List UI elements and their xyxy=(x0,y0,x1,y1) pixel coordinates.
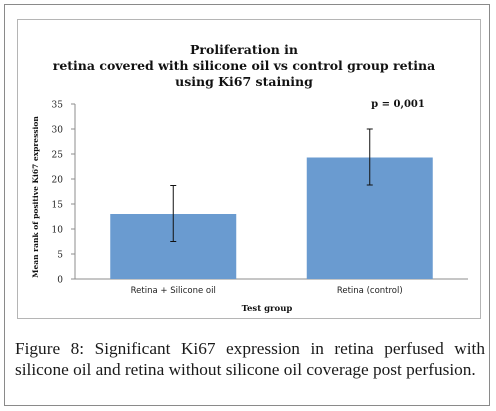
y-tick-label: 0 xyxy=(57,276,63,286)
y-axis-label: Mean rank of positive Ki67 expression xyxy=(31,116,40,278)
y-tick-label: 35 xyxy=(52,101,64,111)
x-axis-label: Test group xyxy=(242,304,293,314)
caption-label: Figure 8: xyxy=(15,339,85,358)
y-tick-label: 20 xyxy=(52,176,64,186)
figure-caption: Figure 8: Significant Ki67 expression in… xyxy=(15,338,485,380)
x-category-label: Retina (control) xyxy=(337,286,403,296)
chart-title-line-1: Proliferation in xyxy=(190,42,298,57)
y-tick-label: 30 xyxy=(52,126,64,136)
y-tick-label: 15 xyxy=(52,201,64,211)
chart-svg: Proliferation in retina covered with sil… xyxy=(31,42,468,314)
caption-text: Significant Ki67 expression in retina pe… xyxy=(15,339,485,379)
y-tick-label: 10 xyxy=(52,226,64,236)
y-tick-label: 25 xyxy=(52,151,64,161)
y-tick-label: 5 xyxy=(57,251,63,261)
chart-title-line-3: using Ki67 staining xyxy=(175,74,313,89)
p-value-annotation: p = 0,001 xyxy=(371,99,425,110)
x-category-label: Retina + Silicone oil xyxy=(131,286,216,296)
chart-title-line-2: retina covered with silicone oil vs cont… xyxy=(53,58,436,73)
figure-container: Proliferation in retina covered with sil… xyxy=(4,4,490,406)
chart-frame: Proliferation in retina covered with sil… xyxy=(17,19,481,319)
